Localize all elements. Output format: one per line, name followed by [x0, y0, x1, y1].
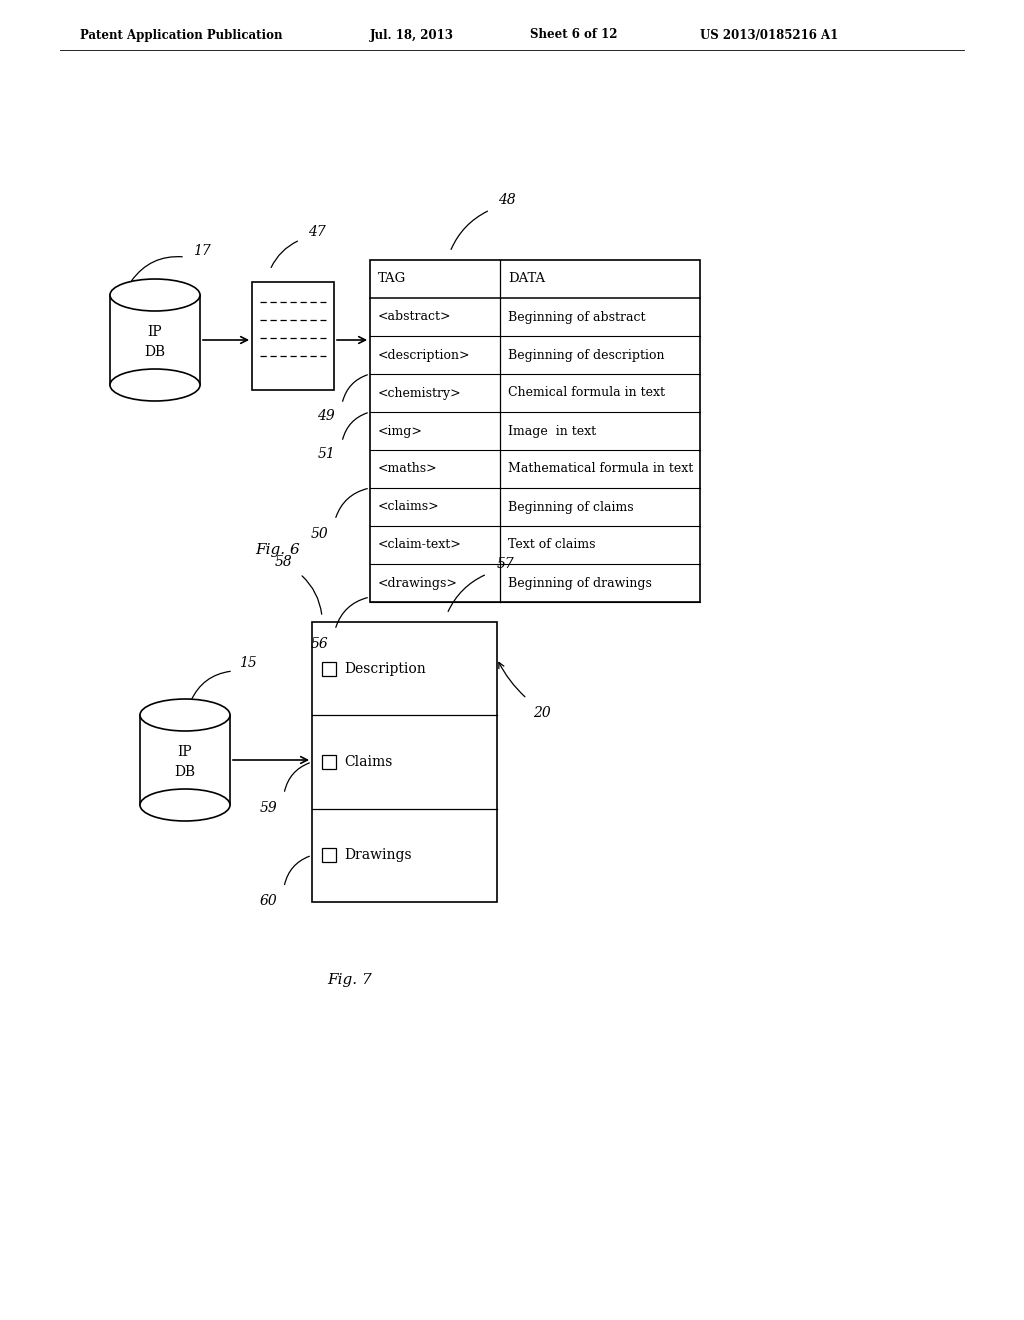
Text: 51: 51 — [317, 447, 335, 461]
Text: 60: 60 — [259, 895, 278, 908]
Text: 17: 17 — [193, 244, 211, 257]
Text: Patent Application Publication: Patent Application Publication — [80, 29, 283, 41]
Text: TAG: TAG — [378, 272, 407, 285]
Text: 15: 15 — [239, 656, 257, 671]
Text: <chemistry>: <chemistry> — [378, 387, 462, 400]
Bar — [322, 661, 336, 676]
Bar — [312, 622, 497, 902]
Text: DB: DB — [174, 766, 196, 779]
Bar — [370, 260, 700, 602]
Text: Fig. 7: Fig. 7 — [328, 973, 373, 987]
Text: Chemical formula in text: Chemical formula in text — [508, 387, 665, 400]
Text: Jul. 18, 2013: Jul. 18, 2013 — [370, 29, 454, 41]
Text: Beginning of abstract: Beginning of abstract — [508, 310, 645, 323]
Text: Beginning of claims: Beginning of claims — [508, 500, 634, 513]
Text: <drawings>: <drawings> — [378, 577, 458, 590]
Text: <abstract>: <abstract> — [378, 310, 452, 323]
Text: <description>: <description> — [378, 348, 470, 362]
Text: Beginning of description: Beginning of description — [508, 348, 665, 362]
Text: Sheet 6 of 12: Sheet 6 of 12 — [530, 29, 617, 41]
Text: 56: 56 — [310, 638, 328, 651]
Bar — [322, 849, 336, 862]
Ellipse shape — [140, 789, 230, 821]
Text: 49: 49 — [317, 409, 335, 422]
Text: Claims: Claims — [344, 755, 392, 770]
Text: <img>: <img> — [378, 425, 423, 437]
Text: Fig. 6: Fig. 6 — [255, 543, 300, 557]
Text: 48: 48 — [498, 193, 516, 207]
Text: <claims>: <claims> — [378, 500, 439, 513]
Bar — [110, 294, 200, 385]
Text: 47: 47 — [308, 224, 326, 239]
Text: 50: 50 — [310, 527, 328, 541]
Text: 58: 58 — [274, 554, 292, 569]
Text: Drawings: Drawings — [344, 849, 412, 862]
Bar — [252, 282, 334, 389]
Text: Description: Description — [344, 661, 426, 676]
Text: 20: 20 — [534, 706, 551, 719]
Text: IP: IP — [147, 325, 163, 339]
Text: DATA: DATA — [508, 272, 545, 285]
Bar — [322, 755, 336, 770]
Text: <claim-text>: <claim-text> — [378, 539, 462, 552]
Text: Text of claims: Text of claims — [508, 539, 596, 552]
Text: IP: IP — [178, 744, 193, 759]
Text: <maths>: <maths> — [378, 462, 437, 475]
Text: 59: 59 — [259, 801, 278, 814]
Text: DB: DB — [144, 345, 166, 359]
Ellipse shape — [140, 700, 230, 731]
Ellipse shape — [110, 279, 200, 312]
Text: Mathematical formula in text: Mathematical formula in text — [508, 462, 693, 475]
Text: 57: 57 — [497, 557, 515, 572]
Text: Image  in text: Image in text — [508, 425, 596, 437]
Text: Beginning of drawings: Beginning of drawings — [508, 577, 652, 590]
Ellipse shape — [110, 370, 200, 401]
Bar — [140, 715, 230, 805]
Text: US 2013/0185216 A1: US 2013/0185216 A1 — [700, 29, 839, 41]
